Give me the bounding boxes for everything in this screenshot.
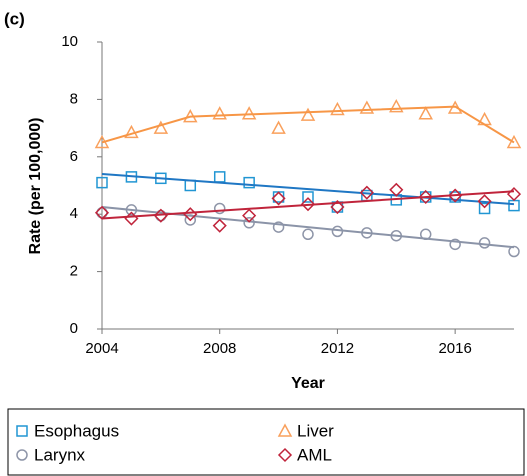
data-point bbox=[184, 179, 197, 192]
data-point bbox=[271, 191, 286, 206]
data-point bbox=[212, 218, 227, 233]
y-tick-label: 8 bbox=[70, 90, 78, 107]
legend-marker bbox=[16, 425, 28, 437]
data-point bbox=[478, 202, 491, 215]
data-point bbox=[272, 221, 285, 233]
data-point bbox=[212, 106, 227, 120]
data-point bbox=[302, 191, 314, 203]
data-point bbox=[508, 245, 520, 258]
data-point bbox=[241, 106, 257, 120]
legend-box bbox=[7, 408, 525, 476]
trend-line bbox=[101, 190, 515, 220]
legend-label: Liver bbox=[297, 421, 334, 440]
y-tick-label: 6 bbox=[70, 148, 78, 165]
data-point bbox=[213, 171, 226, 183]
legend-label: AML bbox=[297, 445, 332, 464]
data-point bbox=[506, 134, 522, 149]
legend-label: Esophagus bbox=[34, 421, 119, 440]
y-tick-label: 4 bbox=[70, 205, 78, 222]
data-point bbox=[359, 185, 374, 200]
data-point bbox=[243, 176, 255, 189]
legend-label: Larynx bbox=[34, 445, 86, 464]
data-point bbox=[448, 188, 463, 203]
data-point bbox=[389, 99, 404, 113]
x-tick-label: 2016 bbox=[438, 340, 471, 357]
data-point bbox=[300, 197, 316, 212]
data-point bbox=[477, 194, 492, 209]
data-point bbox=[243, 217, 255, 229]
data-point bbox=[242, 208, 257, 223]
data-point bbox=[213, 202, 226, 215]
trend-line bbox=[101, 105, 515, 144]
legend-marker bbox=[277, 423, 293, 437]
data-point bbox=[330, 199, 345, 215]
data-point bbox=[331, 225, 344, 238]
data-point bbox=[359, 100, 375, 114]
data-point bbox=[96, 176, 108, 189]
data-point bbox=[449, 238, 461, 251]
x-tick-label: 2004 bbox=[85, 340, 118, 357]
x-tick-label: 2008 bbox=[203, 340, 236, 357]
data-point bbox=[300, 107, 316, 121]
data-point bbox=[124, 124, 139, 139]
trend-line bbox=[101, 173, 515, 206]
x-axis-label: Year bbox=[291, 375, 325, 392]
data-point bbox=[302, 228, 314, 241]
data-point bbox=[94, 205, 110, 220]
legend-marker bbox=[16, 449, 28, 461]
data-point bbox=[271, 120, 286, 134]
data-point bbox=[418, 106, 433, 120]
data-point bbox=[153, 120, 169, 134]
data-point bbox=[389, 182, 404, 197]
y-axis-label: Rate (per 100,000) bbox=[27, 118, 44, 255]
data-point bbox=[330, 101, 345, 116]
data-point bbox=[478, 237, 491, 249]
legend-marker bbox=[277, 447, 293, 463]
data-point bbox=[506, 187, 522, 202]
y-tick-label: 0 bbox=[70, 320, 78, 337]
y-tick-label: 10 bbox=[61, 33, 78, 50]
y-tick-label: 2 bbox=[70, 263, 78, 280]
panel-label: (c) bbox=[4, 9, 25, 28]
data-point bbox=[418, 189, 433, 205]
data-point bbox=[508, 199, 520, 212]
x-tick-label: 2012 bbox=[321, 340, 354, 357]
